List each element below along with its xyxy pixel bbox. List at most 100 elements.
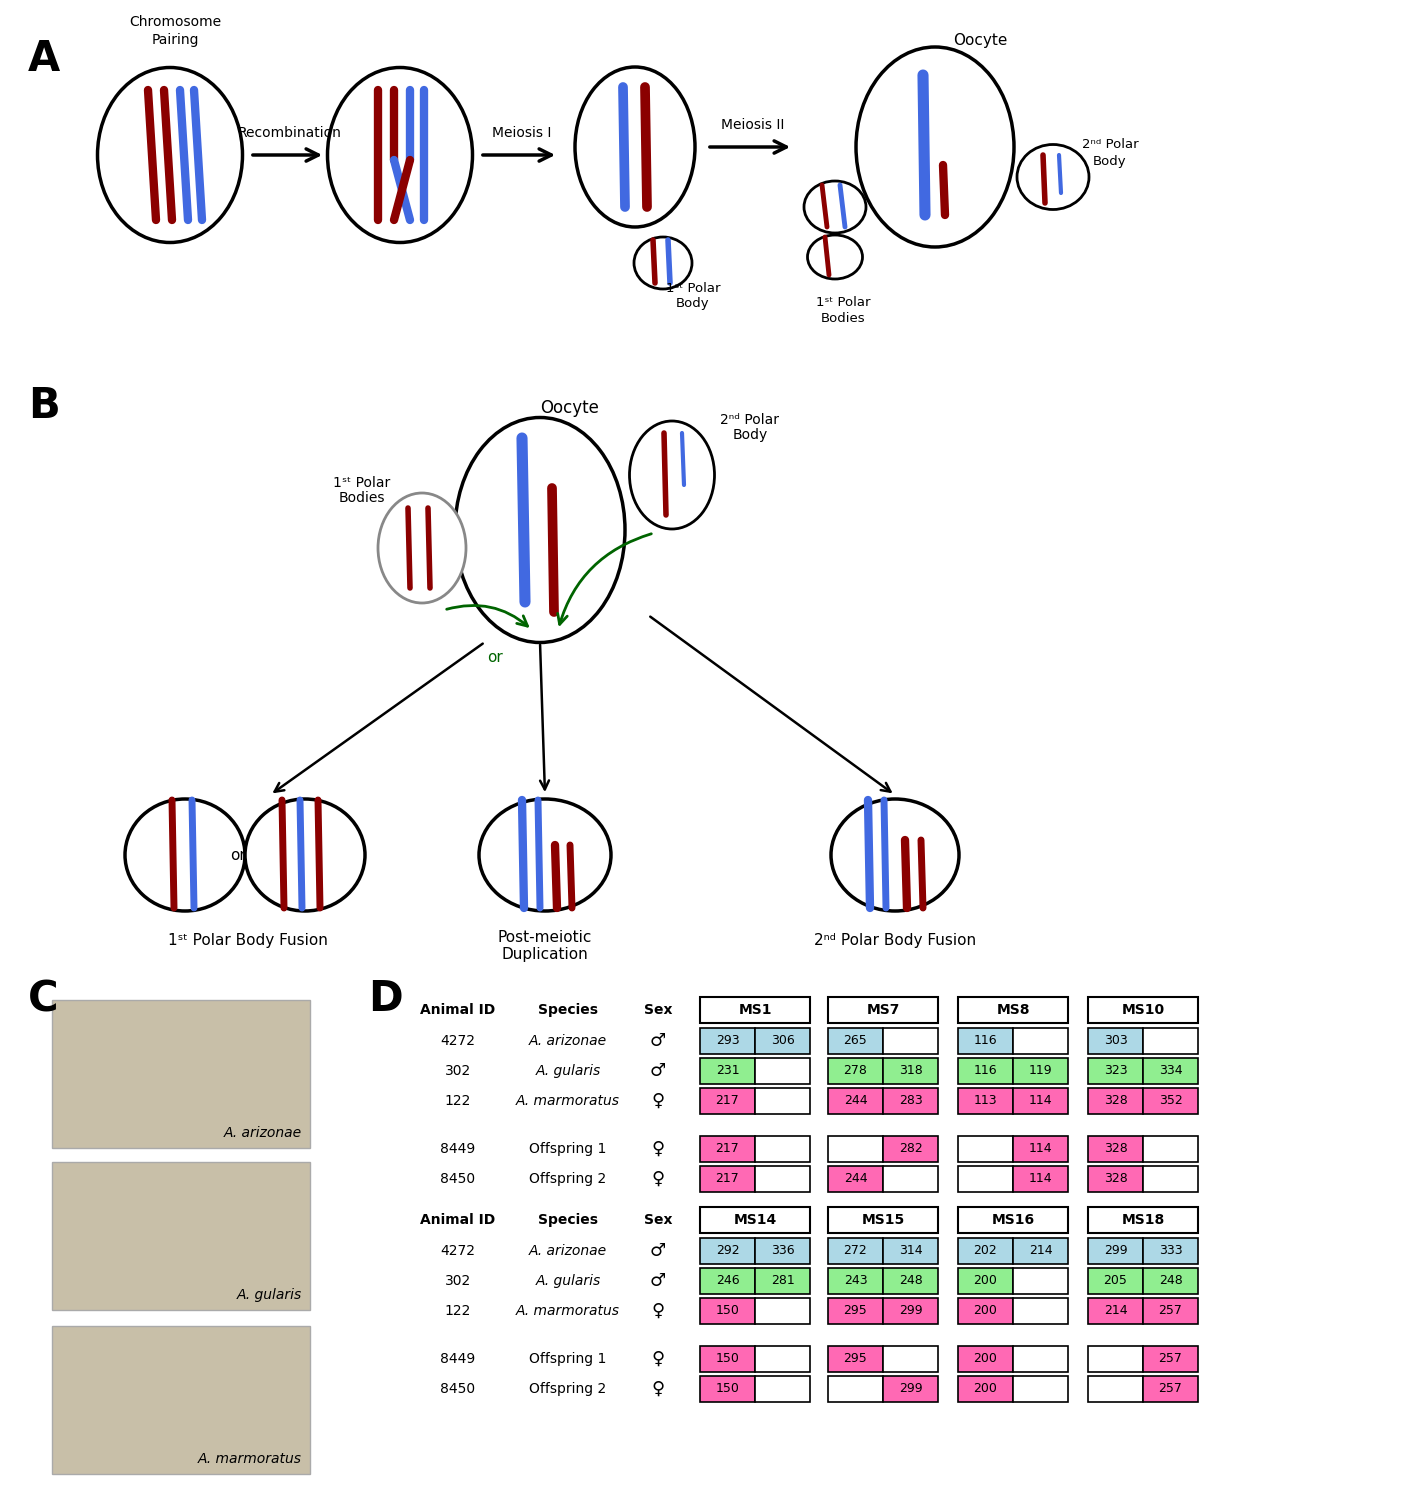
FancyBboxPatch shape [883, 1058, 938, 1084]
Text: Sex: Sex [644, 1214, 672, 1227]
FancyBboxPatch shape [958, 1238, 1014, 1264]
Text: C: C [28, 978, 59, 1020]
FancyBboxPatch shape [829, 1298, 883, 1324]
FancyBboxPatch shape [1014, 1268, 1068, 1294]
FancyBboxPatch shape [52, 1000, 310, 1148]
Text: Offspring 1: Offspring 1 [530, 1142, 607, 1156]
FancyBboxPatch shape [829, 1268, 883, 1294]
FancyBboxPatch shape [756, 1028, 810, 1054]
Text: A. gularis: A. gularis [536, 1064, 600, 1078]
FancyBboxPatch shape [700, 1058, 756, 1084]
FancyBboxPatch shape [958, 1346, 1014, 1372]
FancyBboxPatch shape [700, 1166, 756, 1192]
Text: ♀: ♀ [652, 1350, 665, 1368]
FancyBboxPatch shape [1088, 1088, 1143, 1114]
Text: Offspring 1: Offspring 1 [530, 1352, 607, 1366]
Text: 116: 116 [973, 1035, 997, 1047]
Text: MS7: MS7 [866, 1004, 900, 1017]
Text: 244: 244 [844, 1095, 868, 1107]
Text: A: A [28, 38, 60, 80]
Text: Duplication: Duplication [502, 946, 589, 962]
Text: 323: 323 [1103, 1065, 1127, 1077]
Text: Pairing: Pairing [151, 33, 199, 46]
Text: 8449: 8449 [440, 1352, 475, 1366]
Text: 246: 246 [715, 1275, 739, 1287]
FancyBboxPatch shape [1014, 1028, 1068, 1054]
FancyBboxPatch shape [829, 1238, 883, 1264]
FancyBboxPatch shape [1014, 1376, 1068, 1402]
Text: 214: 214 [1103, 1305, 1127, 1317]
Ellipse shape [803, 182, 866, 232]
FancyBboxPatch shape [829, 1346, 883, 1372]
Text: Meiosis II: Meiosis II [721, 118, 785, 132]
Text: 8450: 8450 [440, 1172, 475, 1186]
Text: 302: 302 [444, 1064, 471, 1078]
Text: 314: 314 [899, 1245, 923, 1257]
Text: D: D [367, 978, 402, 1020]
FancyBboxPatch shape [883, 1298, 938, 1324]
Text: Bodies: Bodies [339, 490, 386, 506]
Text: 200: 200 [973, 1353, 997, 1365]
FancyBboxPatch shape [756, 1238, 810, 1264]
FancyBboxPatch shape [1143, 1136, 1197, 1162]
Text: ♂: ♂ [651, 1062, 666, 1080]
FancyBboxPatch shape [829, 1136, 883, 1162]
Text: 278: 278 [844, 1065, 868, 1077]
Text: 8450: 8450 [440, 1382, 475, 1396]
Text: 334: 334 [1158, 1065, 1182, 1077]
FancyBboxPatch shape [829, 1088, 883, 1114]
Text: Species: Species [538, 1004, 599, 1017]
FancyBboxPatch shape [756, 1346, 810, 1372]
Text: ♂: ♂ [651, 1032, 666, 1050]
FancyBboxPatch shape [1014, 1136, 1068, 1162]
Text: 200: 200 [973, 1305, 997, 1317]
Text: 150: 150 [715, 1305, 739, 1317]
FancyBboxPatch shape [958, 1376, 1014, 1402]
Text: 1ˢᵗ Polar: 1ˢᵗ Polar [334, 476, 391, 490]
Text: A. gularis: A. gularis [536, 1274, 600, 1288]
Text: Bodies: Bodies [820, 312, 865, 324]
Ellipse shape [808, 236, 862, 279]
Text: 1ˢᵗ Polar Body Fusion: 1ˢᵗ Polar Body Fusion [168, 933, 328, 948]
Text: Post-meiotic: Post-meiotic [498, 930, 592, 945]
Text: 306: 306 [771, 1035, 795, 1047]
Text: Body: Body [732, 427, 768, 442]
Text: 318: 318 [899, 1065, 923, 1077]
FancyBboxPatch shape [1014, 1058, 1068, 1084]
FancyBboxPatch shape [1014, 1088, 1068, 1114]
FancyBboxPatch shape [1088, 1238, 1143, 1264]
Text: Sex: Sex [644, 1004, 672, 1017]
Text: 328: 328 [1103, 1173, 1127, 1185]
FancyBboxPatch shape [52, 1162, 310, 1310]
FancyBboxPatch shape [1014, 1298, 1068, 1324]
FancyBboxPatch shape [1088, 1298, 1143, 1324]
Text: 257: 257 [1158, 1353, 1182, 1365]
Text: Animal ID: Animal ID [421, 1004, 496, 1017]
Ellipse shape [98, 68, 243, 243]
FancyBboxPatch shape [756, 1166, 810, 1192]
Text: Meiosis I: Meiosis I [492, 126, 552, 140]
Text: Recombination: Recombination [238, 126, 342, 140]
Text: MS8: MS8 [997, 1004, 1029, 1017]
Text: A. marmoratus: A. marmoratus [516, 1094, 620, 1108]
Text: A. arizonae: A. arizonae [224, 1126, 301, 1140]
FancyBboxPatch shape [958, 1268, 1014, 1294]
FancyBboxPatch shape [1088, 1376, 1143, 1402]
Text: 328: 328 [1103, 1143, 1127, 1155]
Text: ♀: ♀ [652, 1140, 665, 1158]
Text: 202: 202 [973, 1245, 997, 1257]
Text: Animal ID: Animal ID [421, 1214, 496, 1227]
Text: MS16: MS16 [991, 1214, 1035, 1227]
Ellipse shape [328, 68, 472, 243]
Text: 231: 231 [715, 1065, 739, 1077]
Text: Oocyte: Oocyte [953, 33, 1007, 48]
Text: A. marmoratus: A. marmoratus [516, 1304, 620, 1318]
Text: A. arizonae: A. arizonae [529, 1244, 607, 1258]
FancyBboxPatch shape [700, 1298, 756, 1324]
Text: 248: 248 [1158, 1275, 1182, 1287]
FancyBboxPatch shape [700, 1376, 756, 1402]
FancyBboxPatch shape [52, 1326, 310, 1474]
Text: 336: 336 [771, 1245, 795, 1257]
FancyBboxPatch shape [1088, 1208, 1197, 1233]
Text: 217: 217 [715, 1143, 739, 1155]
